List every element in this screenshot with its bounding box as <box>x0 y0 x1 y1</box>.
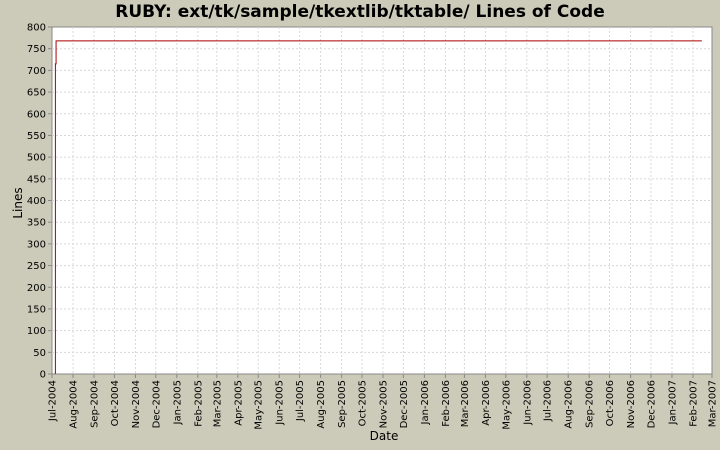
x-tick-label: Nov-2006 <box>626 380 637 428</box>
x-tick-label: Aug-2005 <box>316 380 327 429</box>
y-tick-label: 200 <box>27 283 46 294</box>
x-tick-label: Sep-2006 <box>585 380 596 428</box>
x-tick-label: Oct-2005 <box>357 380 368 426</box>
y-tick-label: 800 <box>27 23 46 34</box>
axis-layer: 0 50 100 150 200 250 300 350 400 450 500 550 600 650 7… <box>27 23 719 430</box>
y-tick-label: 700 <box>27 66 46 77</box>
y-tick-label: 500 <box>27 153 46 164</box>
y-tick-label: 250 <box>27 261 46 272</box>
x-tick-label: May-2006 <box>501 380 512 430</box>
y-tick-label: 600 <box>27 109 46 120</box>
series-layer <box>54 40 702 374</box>
y-axis-title: Lines <box>11 187 25 218</box>
x-tick-label: Jul-2005 <box>295 380 306 422</box>
x-tick-label: Apr-2005 <box>233 380 244 426</box>
chart-title: RUBY: ext/tk/sample/tkextlib/tktable/ Li… <box>115 2 605 22</box>
series-line <box>54 40 702 374</box>
x-tick-label: Jun-2005 <box>275 380 286 426</box>
y-tick-label: 450 <box>27 174 46 185</box>
x-tick-label: Jan-2007 <box>667 380 678 425</box>
x-tick-label: May-2005 <box>254 380 265 430</box>
x-tick-label: Jan-2006 <box>420 380 431 425</box>
x-tick-label: Feb-2006 <box>441 380 452 427</box>
x-tick-label: Oct-2006 <box>605 380 616 426</box>
x-tick-label: Aug-2006 <box>564 380 575 429</box>
y-tick-label: 300 <box>27 239 46 250</box>
x-tick-label: Mar-2006 <box>460 380 471 427</box>
y-tick-label: 750 <box>27 44 46 55</box>
grid-layer <box>52 27 712 374</box>
x-tick-label: Mar-2005 <box>212 380 223 427</box>
x-tick-label: Sep-2004 <box>90 380 101 428</box>
x-tick-label: Nov-2004 <box>131 380 142 428</box>
y-tick-label: 0 <box>40 370 46 381</box>
x-tick-label: Jun-2006 <box>522 380 533 426</box>
y-tick-label: 100 <box>27 326 46 337</box>
y-tick-label: 50 <box>33 348 46 359</box>
x-tick-label: Nov-2005 <box>379 380 390 428</box>
x-tick-label: Dec-2004 <box>151 380 162 428</box>
x-tick-label: Apr-2006 <box>481 380 492 426</box>
x-tick-label: Dec-2006 <box>646 380 657 428</box>
y-tick-label: 350 <box>27 218 46 229</box>
y-tick-label: 150 <box>27 304 46 315</box>
x-tick-label: Jul-2006 <box>543 380 554 422</box>
x-tick-label: Mar-2007 <box>708 380 719 427</box>
x-tick-label: Aug-2004 <box>69 380 80 429</box>
x-tick-label: Dec-2005 <box>399 380 410 428</box>
y-tick-label: 400 <box>27 196 46 207</box>
y-tick-label: 550 <box>27 131 46 142</box>
x-axis-title: Date <box>370 429 399 443</box>
x-tick-label: Feb-2007 <box>689 380 700 427</box>
x-tick-label: Feb-2005 <box>193 380 204 427</box>
x-tick-label: Jul-2004 <box>48 380 59 422</box>
x-tick-label: Jan-2005 <box>172 380 183 425</box>
y-tick-label: 650 <box>27 88 46 99</box>
x-tick-label: Oct-2004 <box>110 380 121 426</box>
x-tick-label: Sep-2005 <box>337 380 348 428</box>
